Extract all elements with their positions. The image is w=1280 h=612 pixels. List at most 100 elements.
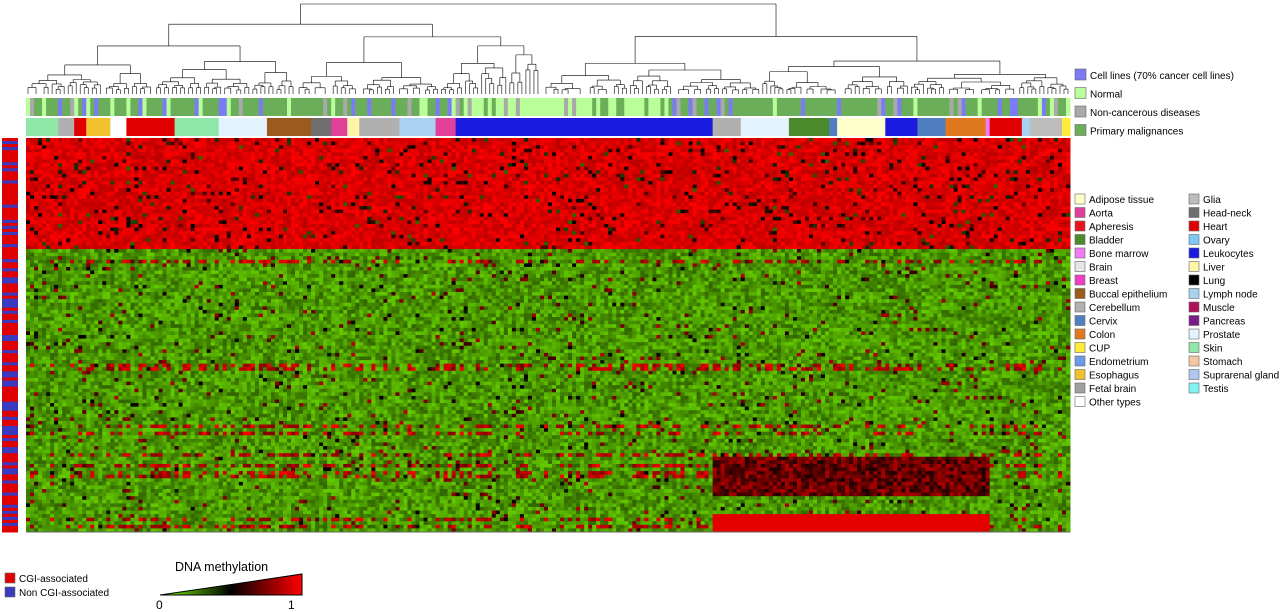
heatmap-cell — [254, 177, 260, 182]
heatmap-cell — [901, 138, 906, 143]
group-annotation-cell — [327, 98, 332, 116]
heatmap-cell — [463, 184, 469, 189]
heatmap-cell — [949, 141, 955, 146]
heatmap-cell — [913, 173, 918, 178]
row-annotation-cell — [2, 359, 18, 363]
heatmap-cell — [1029, 173, 1035, 178]
heatmap-cell — [154, 155, 160, 160]
heatmap-cell — [82, 177, 87, 182]
heatmap-cell — [58, 155, 63, 160]
row-annotation-cell — [2, 465, 18, 469]
heatmap-cell — [331, 145, 336, 150]
heatmap-cell — [632, 138, 637, 143]
heatmap-cell — [134, 159, 139, 164]
heatmap-cell — [752, 138, 758, 143]
group-annotation-cell — [234, 98, 240, 116]
heatmap-cell — [319, 180, 324, 186]
heatmap-cell — [202, 141, 208, 146]
heatmap-cell — [853, 138, 858, 143]
heatmap-cell — [1029, 177, 1035, 182]
heatmap-cell — [865, 177, 870, 182]
heatmap-cell — [837, 166, 842, 171]
heatmap-cell — [1049, 166, 1055, 171]
heatmap-cell — [186, 166, 192, 171]
group-annotation-cell — [287, 98, 292, 116]
heatmap-cell — [588, 141, 593, 146]
heatmap-cell — [146, 180, 151, 186]
heatmap-cell — [407, 152, 412, 157]
heatmap-cell — [303, 145, 308, 150]
heatmap-cell — [234, 148, 240, 153]
heatmap-cell — [692, 145, 698, 150]
heatmap-cell — [198, 152, 204, 157]
heatmap-cell — [262, 152, 268, 157]
heatmap-cell — [1021, 173, 1027, 178]
tissue-annotation-cell — [58, 118, 75, 136]
heatmap-cell — [134, 177, 139, 182]
heatmap-cell — [527, 184, 533, 189]
heatmap-cell — [576, 159, 581, 164]
heatmap-cell — [885, 155, 890, 160]
heatmap-cell — [889, 141, 894, 146]
group-annotation-cell — [206, 98, 212, 116]
heatmap-cell — [459, 184, 465, 189]
heatmap-cell — [869, 170, 874, 175]
heatmap-cell — [214, 173, 220, 178]
heatmap-cell — [664, 180, 669, 186]
group-annotation-cell — [266, 98, 272, 116]
heatmap-cell — [355, 184, 360, 189]
heatmap-cell — [796, 141, 802, 146]
heatmap-cell — [174, 155, 180, 160]
heatmap-cell — [937, 166, 943, 171]
heatmap-cell — [54, 173, 59, 178]
heatmap-cell — [403, 141, 408, 146]
heatmap-cell — [78, 145, 83, 150]
heatmap-cell — [756, 180, 762, 186]
heatmap-cell — [431, 155, 437, 160]
heatmap-cell — [917, 170, 922, 175]
heatmap-cell — [86, 170, 91, 175]
heatmap-cell — [929, 138, 934, 143]
heatmap-cell — [696, 166, 702, 171]
group-annotation-cell — [447, 98, 453, 116]
heatmap-cell — [712, 155, 718, 160]
heatmap-cell — [34, 148, 39, 153]
tissue-annotation-cell — [664, 118, 714, 136]
heatmap-cell — [981, 148, 987, 153]
heatmap-cell — [953, 138, 959, 143]
heatmap-cell — [897, 173, 902, 178]
heatmap-cell — [632, 148, 637, 153]
group-annotation-cell — [732, 98, 738, 116]
heatmap-cell — [114, 173, 119, 178]
heatmap-cell — [427, 166, 433, 171]
heatmap-cell — [503, 141, 509, 146]
heatmap-cell — [1017, 159, 1023, 164]
heatmap-cell — [588, 166, 593, 171]
row-annotation-cell — [2, 295, 18, 300]
heatmap-cell — [788, 173, 794, 178]
heatmap-cell — [463, 177, 469, 182]
heatmap-cell — [804, 141, 810, 146]
heatmap-cell — [676, 138, 682, 143]
heatmap-cell — [881, 141, 886, 146]
heatmap-cell — [471, 148, 477, 153]
heatmap-cell — [937, 180, 943, 186]
heatmap-cell — [648, 148, 653, 153]
heatmap-cell — [664, 152, 669, 157]
heatmap-cell — [688, 138, 694, 143]
heatmap-cell — [969, 170, 975, 175]
heatmap-cell — [780, 138, 786, 143]
heatmap-cell — [612, 141, 617, 146]
heatmap-cell — [182, 141, 188, 146]
heatmap-cell — [732, 148, 738, 153]
heatmap-cell — [339, 145, 344, 150]
heatmap-cell — [230, 155, 236, 160]
heatmap-cell — [503, 148, 509, 153]
heatmap-cell — [800, 155, 806, 160]
heatmap-cell — [182, 163, 188, 168]
heatmap-cell — [531, 145, 537, 150]
heatmap-cell — [885, 152, 890, 157]
heatmap-cell — [435, 145, 441, 150]
group-annotation-cell — [552, 98, 557, 116]
heatmap-cell — [519, 163, 525, 168]
